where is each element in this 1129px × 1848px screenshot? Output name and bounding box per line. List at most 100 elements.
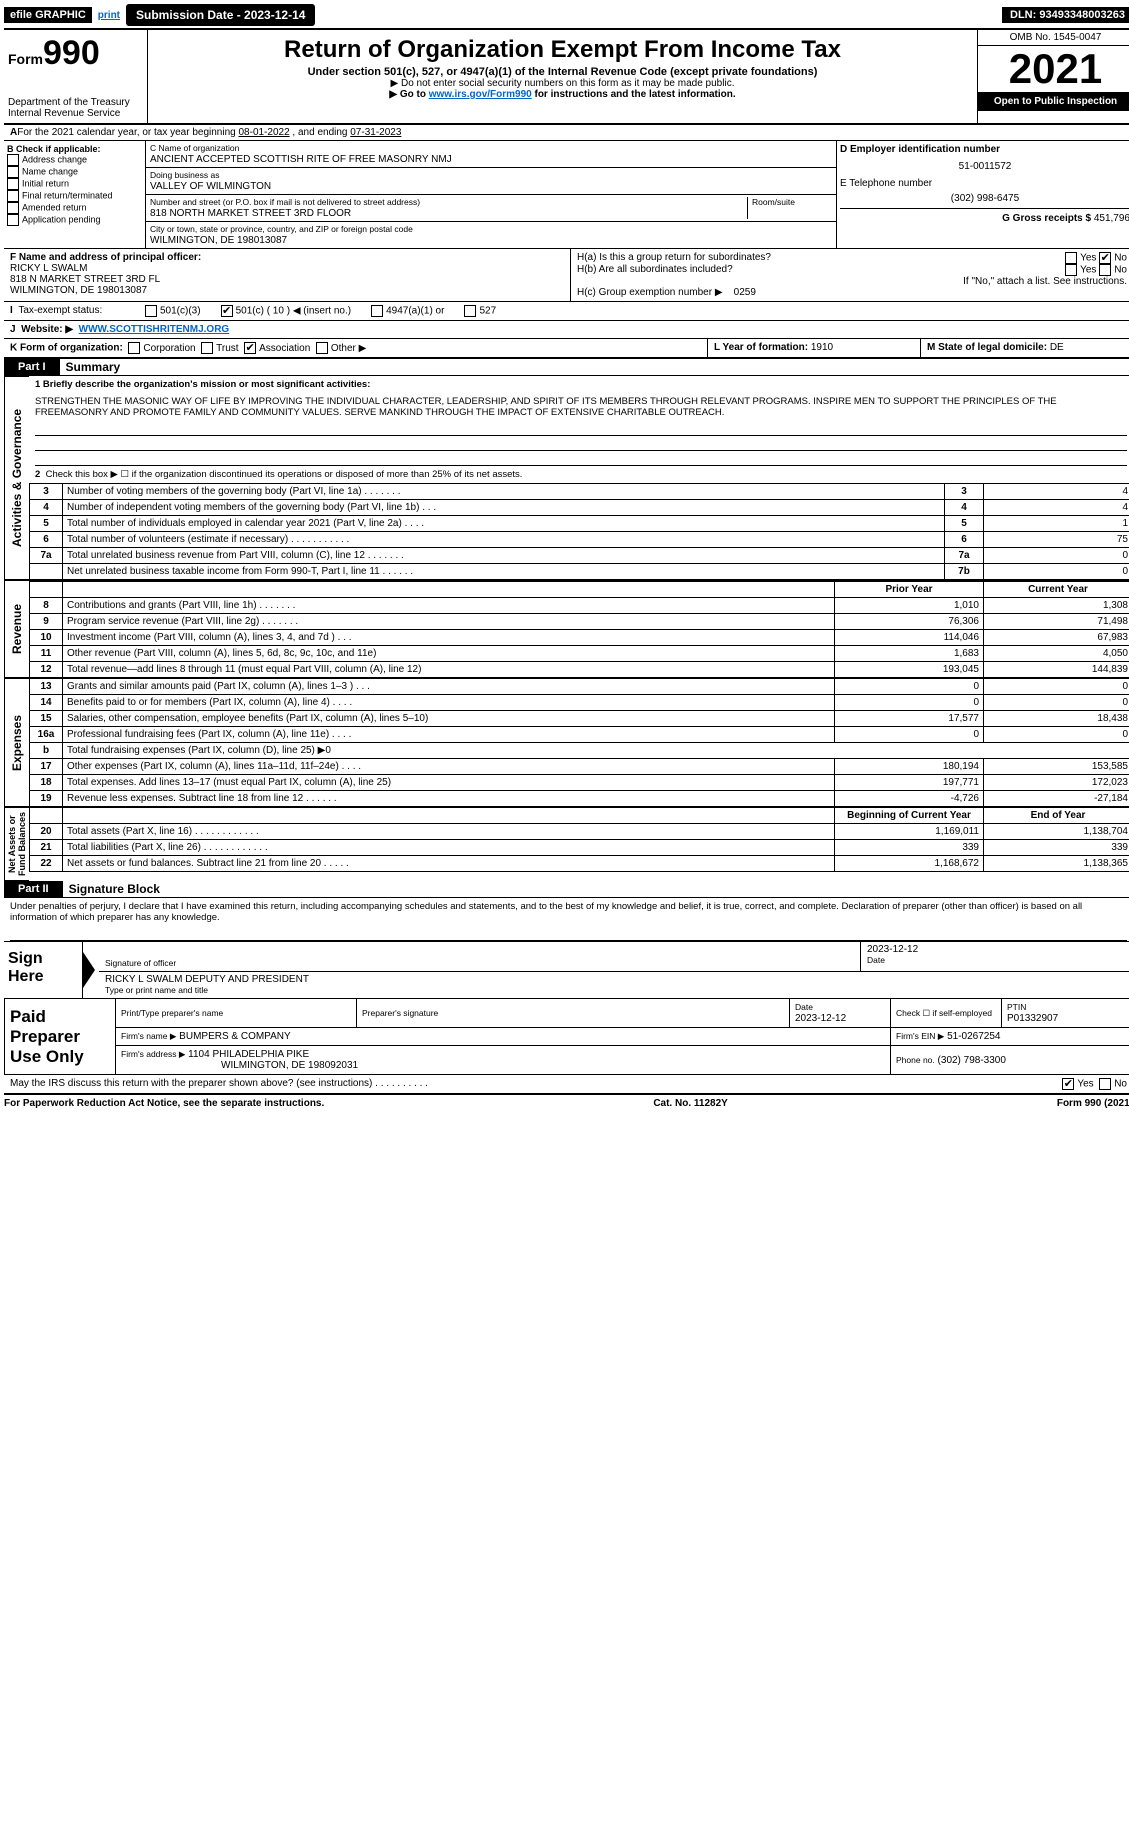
firm-addr2: WILMINGTON, DE 198092031	[121, 1060, 358, 1071]
checkbox-row[interactable]: Application pending	[7, 214, 142, 226]
A-mid: , and ending	[292, 127, 350, 138]
submission-date-button[interactable]: Submission Date - 2023-12-14	[126, 4, 315, 26]
header-left: Form990 Department of the Treasury Inter…	[4, 30, 148, 123]
table-row: 5Total number of individuals employed in…	[30, 516, 1129, 532]
preparer-name-label: Print/Type preparer's name	[121, 1008, 223, 1018]
ptin-value: P01332907	[1007, 1013, 1058, 1024]
print-link[interactable]: print	[98, 10, 120, 21]
table-row: 14Benefits paid to or for members (Part …	[30, 695, 1129, 711]
header-right: OMB No. 1545-0047 2021 Open to Public In…	[977, 30, 1129, 123]
firm-name: BUMPERS & COMPANY	[179, 1031, 291, 1042]
room-label: Room/suite	[752, 197, 795, 207]
L-value: 1910	[811, 342, 833, 353]
table-row: bTotal fundraising expenses (Part IX, co…	[30, 743, 1129, 759]
firm-addr: 1104 PHILADELPHIA PIKE	[188, 1049, 309, 1060]
row-A: AFor the 2021 calendar year, or tax year…	[4, 125, 1129, 141]
Ha-label: H(a) Is this a group return for subordin…	[577, 252, 771, 264]
A-pre: For the 2021 calendar year, or tax year …	[17, 127, 238, 138]
org-name: ANCIENT ACCEPTED SCOTTISH RITE OF FREE M…	[150, 154, 452, 165]
dept-treasury: Department of the Treasury	[8, 97, 143, 108]
A-begin: 08-01-2022	[238, 127, 289, 138]
tax-status-option[interactable]: 501(c)(3)	[145, 305, 201, 317]
discuss-answer: Yes No	[1062, 1078, 1127, 1090]
J-label: Website: ▶	[21, 324, 73, 335]
table-row: 3Number of voting members of the governi…	[30, 484, 1129, 500]
firm-phone: (302) 798-3300	[938, 1055, 1006, 1066]
Hb-answer: Yes No	[1065, 264, 1127, 276]
date-label: Date	[867, 955, 885, 965]
Hb-note: If "No," attach a list. See instructions…	[577, 276, 1127, 287]
table-row: 17Other expenses (Part IX, column (A), l…	[30, 759, 1129, 775]
C-name-label: C Name of organization	[150, 143, 239, 153]
tax-status-option[interactable]: 527	[464, 305, 496, 317]
checkbox-row[interactable]: Name change	[7, 166, 142, 178]
tax-year: 2021	[978, 46, 1129, 92]
checkbox-row[interactable]: Initial return	[7, 178, 142, 190]
discuss-text: May the IRS discuss this return with the…	[10, 1078, 428, 1090]
table-row: 8Contributions and grants (Part VIII, li…	[30, 598, 1129, 614]
ruled-line	[35, 436, 1127, 451]
paid-preparer-table: Paid Preparer Use Only Print/Type prepar…	[4, 998, 1129, 1075]
part2-bar: Part II Signature Block	[4, 881, 1129, 898]
side-label-net-assets: Net Assets orFund Balances	[4, 807, 29, 881]
form-org-option[interactable]: Association	[241, 343, 313, 354]
table-row: 15Salaries, other compensation, employee…	[30, 711, 1129, 727]
table-row: 13Grants and similar amounts paid (Part …	[30, 679, 1129, 695]
row-J: J Website: ▶ WWW.SCOTTISHRITENMJ.ORG	[4, 321, 1129, 339]
checkbox-row[interactable]: Final return/terminated	[7, 190, 142, 202]
sign-here-section: Sign Here Signature of officer 2023-12-1…	[4, 941, 1129, 998]
dba-label: Doing business as	[150, 170, 219, 180]
form-number: 990	[43, 34, 100, 72]
officer-print-name: RICKY L SWALM DEPUTY AND PRESIDENT	[105, 974, 309, 985]
discuss-row: May the IRS discuss this return with the…	[4, 1075, 1129, 1095]
side-label-governance: Activities & Governance	[4, 376, 29, 580]
gross-receipts: 451,796	[1094, 213, 1129, 224]
expenses-section: Expenses 13Grants and similar amounts pa…	[4, 678, 1129, 807]
omb-number: OMB No. 1545-0047	[978, 30, 1129, 46]
footer-right: Form 990 (2021)	[1057, 1098, 1129, 1109]
form-org-option[interactable]: Corporation	[126, 343, 199, 354]
tax-status-option[interactable]: 501(c) ( 10 ) ◀ (insert no.)	[221, 305, 352, 317]
officer-addr2: WILMINGTON, DE 198013087	[10, 285, 147, 296]
A-end: 07-31-2023	[350, 127, 401, 138]
part2-title: Signature Block	[63, 882, 160, 896]
Hc-label: H(c) Group exemption number ▶	[577, 287, 723, 298]
footer-left: For Paperwork Reduction Act Notice, see …	[4, 1098, 324, 1109]
row-FH: F Name and address of principal officer:…	[4, 249, 1129, 302]
prep-date-label: Date	[795, 1002, 813, 1012]
table-row: 11Other revenue (Part VIII, column (A), …	[30, 646, 1129, 662]
table-row: 16aProfessional fundraising fees (Part I…	[30, 727, 1129, 743]
tax-status-option[interactable]: 4947(a)(1) or	[371, 305, 444, 317]
col-end-year: End of Year	[984, 808, 1129, 824]
sign-here-label: Sign Here	[4, 942, 83, 998]
net-assets-table: Beginning of Current Year End of Year 20…	[29, 807, 1129, 872]
governance-table: 3Number of voting members of the governi…	[29, 483, 1129, 580]
Ha-answer: Yes No	[1065, 252, 1127, 264]
form-org-option[interactable]: Trust	[198, 343, 241, 354]
checkbox-row[interactable]: Amended return	[7, 202, 142, 214]
addr-label: Number and street (or P.O. box if mail i…	[150, 197, 420, 207]
form-org-option[interactable]: Other ▶	[313, 343, 369, 354]
row-KLM: K Form of organization: Corporation Trus…	[4, 339, 1129, 359]
irs-label: Internal Revenue Service	[8, 108, 143, 119]
form-header: Form990 Department of the Treasury Inter…	[4, 30, 1129, 125]
col-C-org: C Name of organization ANCIENT ACCEPTED …	[146, 141, 836, 248]
revenue-table: Prior Year Current Year 8Contributions a…	[29, 580, 1129, 678]
table-row: 22Net assets or fund balances. Subtract …	[30, 856, 1129, 872]
checkbox-row[interactable]: Address change	[7, 154, 142, 166]
K-label: K Form of organization:	[10, 343, 123, 354]
E-label: E Telephone number	[840, 178, 1129, 189]
table-row: 9Program service revenue (Part VIII, lin…	[30, 614, 1129, 630]
city-value: WILMINGTON, DE 198013087	[150, 235, 287, 246]
expenses-table: 13Grants and similar amounts paid (Part …	[29, 678, 1129, 807]
goto-post: for instructions and the latest informat…	[532, 89, 736, 100]
part1-title: Summary	[60, 360, 121, 374]
side-label-revenue: Revenue	[4, 580, 29, 678]
irs-link[interactable]: www.irs.gov/Form990	[429, 89, 532, 100]
col-current-year: Current Year	[984, 581, 1129, 598]
website-link[interactable]: WWW.SCOTTISHRITENMJ.ORG	[79, 324, 230, 335]
form-title: Return of Organization Exempt From Incom…	[156, 36, 969, 64]
side-label-expenses: Expenses	[4, 678, 29, 807]
print-name-label: Type or print name and title	[105, 985, 208, 995]
ssn-note: ▶ Do not enter social security numbers o…	[156, 78, 969, 89]
